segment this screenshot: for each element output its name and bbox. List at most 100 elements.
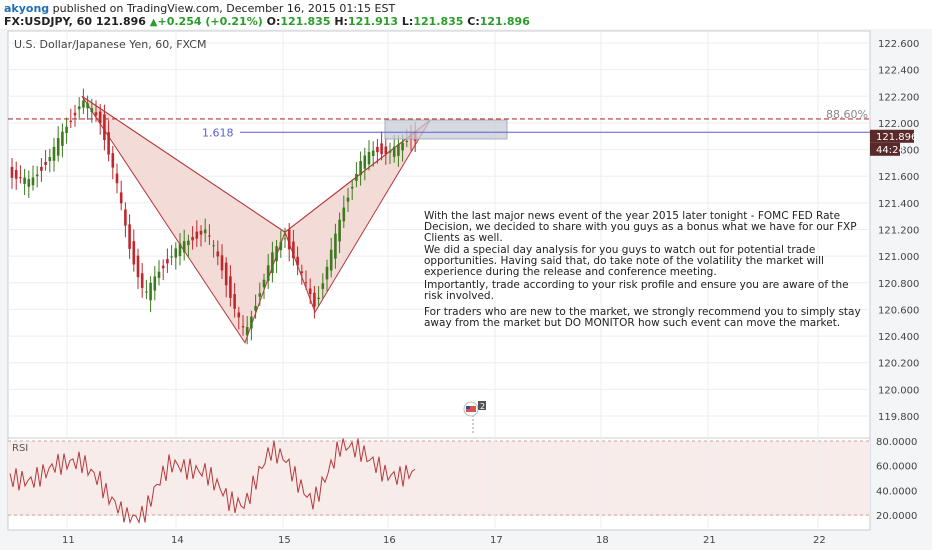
candle-body <box>229 276 232 298</box>
us-flag-stripes <box>466 406 476 412</box>
time-tick-label: 22 <box>813 535 826 546</box>
candles <box>10 88 417 345</box>
candle-body <box>174 248 178 258</box>
price-tick-label: 121.600 <box>878 172 919 183</box>
event-count-badge <box>478 401 486 410</box>
candle-body <box>245 327 249 336</box>
rsi-title: RSI <box>12 443 29 454</box>
candle-body <box>338 219 341 242</box>
candle-body <box>329 249 333 271</box>
candle-body <box>262 279 266 288</box>
time-tick-label: 16 <box>383 535 396 546</box>
candle-body <box>103 114 106 141</box>
candle-body <box>212 245 215 247</box>
candle-body <box>14 170 18 179</box>
low-label: L: <box>401 15 414 28</box>
candle-body <box>40 166 43 171</box>
candle-body <box>384 146 388 155</box>
candle-body <box>275 246 278 262</box>
symbol-label: FX:USDJPY, 60 <box>4 15 92 28</box>
change-value: +0.254 (+0.21%) <box>157 15 263 28</box>
candle-body <box>52 146 56 161</box>
candle-body <box>380 143 383 155</box>
candle-body <box>98 111 102 124</box>
event-count-text: 2 <box>480 402 485 411</box>
candle-body <box>119 192 123 204</box>
candle-body <box>258 293 262 297</box>
price-tick-label: 122.600 <box>878 39 919 50</box>
up-triangle-icon: ▲ <box>149 17 158 28</box>
candle-body <box>136 255 140 278</box>
chart-canvas[interactable]: 119.800 120.000 120.200 120.400 120.600 120.8… <box>0 29 932 550</box>
candle-body <box>86 103 89 109</box>
publish-line: akyong published on TradingView.com, Dec… <box>4 2 395 15</box>
rsi-tick-label: 40.0000 <box>876 486 917 497</box>
low-value: 121.835 <box>413 15 464 28</box>
rsi-tick-label: 80.0000 <box>876 437 917 448</box>
candle-body <box>19 177 22 179</box>
target-zone <box>384 119 508 140</box>
fib-1618-label: 1.618 <box>202 126 234 139</box>
candle-body <box>94 112 98 116</box>
price-tick-label: 122.000 <box>878 119 919 130</box>
price-tick-label: 120.000 <box>878 385 919 396</box>
price-tick-label: 119.800 <box>878 412 919 423</box>
candle-body <box>107 132 110 155</box>
rsi-axis[interactable]: 20.0000 40.0000 60.0000 80.0000 <box>876 437 917 522</box>
candle-body <box>266 265 270 281</box>
note-paragraph-1: With the last major news event of the ye… <box>424 210 857 244</box>
candle-body <box>191 236 194 241</box>
candle-body <box>44 162 47 165</box>
candle-body <box>208 235 211 237</box>
candle-body <box>77 106 81 110</box>
candle-body <box>35 174 39 177</box>
candle-body <box>145 291 148 293</box>
candle-body <box>254 305 257 311</box>
close-label: C: <box>467 15 480 28</box>
candle-body <box>61 131 64 146</box>
price-axis[interactable]: 119.800 120.000 120.200 120.400 120.600 120.8… <box>878 39 919 423</box>
candle-body <box>363 155 367 169</box>
candle-body <box>355 173 358 181</box>
price-tick-label: 121.200 <box>878 226 919 237</box>
candle-body <box>371 150 375 156</box>
candle-body <box>115 173 119 184</box>
rsi-line <box>9 438 416 525</box>
candle-body <box>82 100 85 108</box>
note-paragraph-4: For traders who are new to the market, w… <box>424 306 861 329</box>
candle-body <box>401 142 404 151</box>
fib-886-label: 88.60% <box>826 108 868 121</box>
candle-body <box>300 271 304 273</box>
candle-body <box>313 292 316 307</box>
candle-body <box>367 152 371 165</box>
candle-body <box>308 288 312 295</box>
time-tick-label: 11 <box>62 535 75 546</box>
price-tick-label: 122.400 <box>878 66 919 77</box>
economic-event-marker[interactable]: 2 <box>463 401 486 433</box>
candle-body <box>153 276 157 291</box>
close-value: 121.896 <box>479 15 530 28</box>
price-tick-label: 120.600 <box>878 305 919 316</box>
candle-body <box>199 230 203 235</box>
candle-body <box>31 177 35 186</box>
time-tick-label: 15 <box>278 535 291 546</box>
candle-body <box>334 233 337 259</box>
main-pane[interactable] <box>7 30 871 439</box>
candle-body <box>124 209 127 226</box>
candle-body <box>237 312 241 318</box>
author-link[interactable]: akyong <box>4 2 50 15</box>
candle-body <box>170 256 173 258</box>
candle-body <box>271 252 274 274</box>
candle-body <box>346 197 350 202</box>
high-value: 121.913 <box>347 15 399 28</box>
price-tick-label: 121.400 <box>878 199 919 210</box>
published-text: published on TradingView.com, December 1… <box>52 2 396 15</box>
high-label: H: <box>334 15 348 28</box>
time-axis[interactable]: 11 14 15 16 17 18 21 22 <box>62 535 826 546</box>
rsi-band <box>8 441 870 516</box>
chart-header: akyong published on TradingView.com, Dec… <box>0 0 932 29</box>
candle-body <box>359 161 362 176</box>
candle-body <box>317 297 320 299</box>
timer-tag-text: 44:24 <box>876 145 905 156</box>
candle-body <box>283 238 287 240</box>
